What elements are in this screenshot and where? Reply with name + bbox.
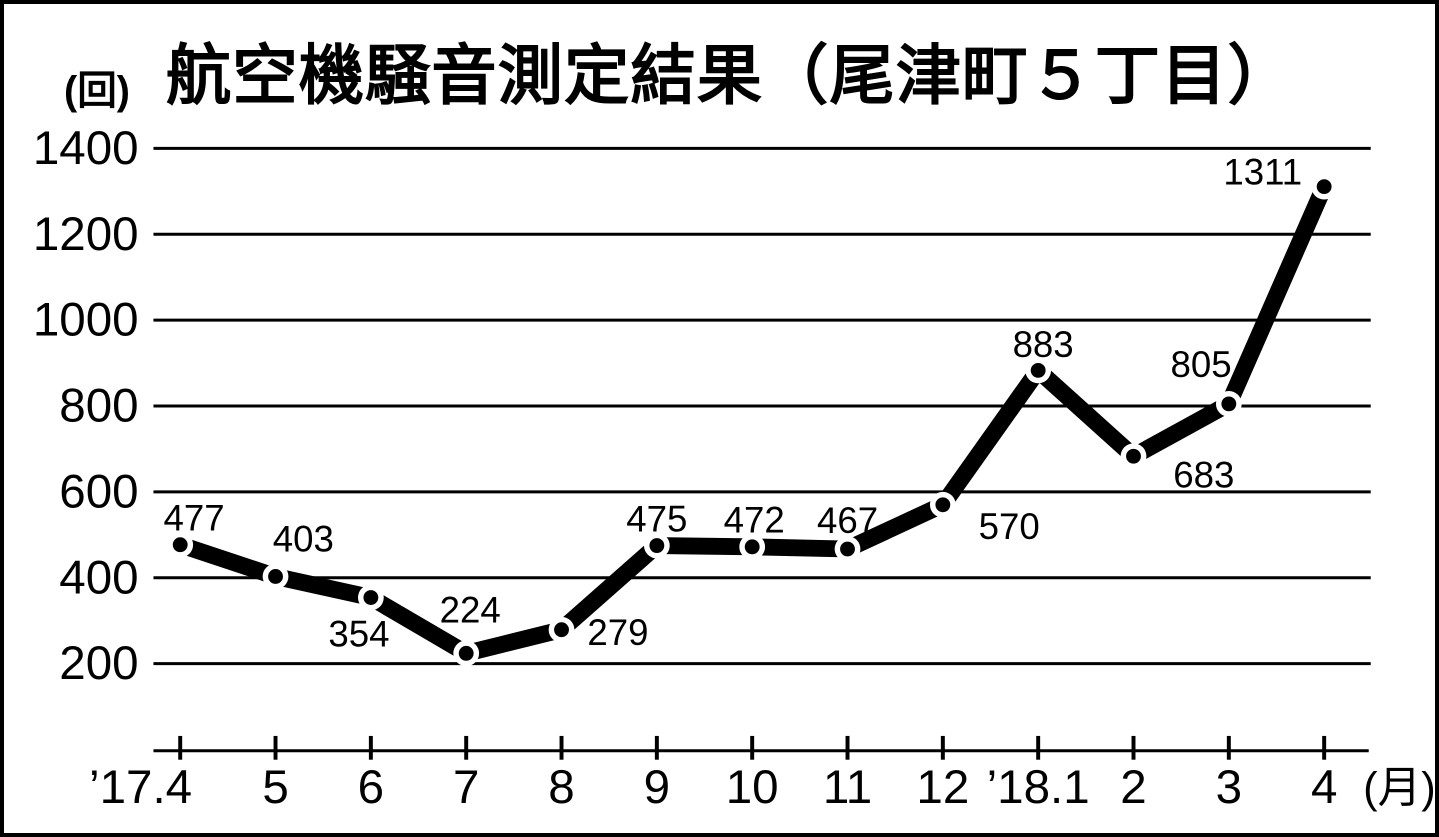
line-chart: 航空機騒音測定結果（尾津町５丁目） (回) 200 400 600 800 1000 12… <box>33 39 1435 814</box>
x-axis-tick-label: 11 <box>823 761 872 814</box>
x-axis-unit-label: (月) <box>1363 764 1435 812</box>
data-label: 224 <box>440 589 501 630</box>
data-point-dot <box>840 541 855 557</box>
line-series-group <box>167 173 1338 667</box>
data-label: 683 <box>1173 455 1234 496</box>
data-label: 883 <box>1013 324 1074 365</box>
y-axis-tick-label: 1200 <box>33 208 139 261</box>
data-point-dot <box>1221 396 1237 412</box>
data-label: 1311 <box>1223 151 1302 192</box>
data-point-dot <box>1126 448 1141 464</box>
data-point-dot <box>1316 179 1332 195</box>
x-axis-group: ’17.4 5 6 7 8 9 10 11 12 ’18.1 2 3 4 <box>89 735 1369 814</box>
data-point-dot <box>458 645 474 661</box>
x-axis-tick-label: 8 <box>548 761 574 814</box>
y-axis-unit-label: (回) <box>64 69 130 113</box>
data-label: 570 <box>979 506 1040 547</box>
x-axis-tick-label: 4 <box>1311 761 1337 814</box>
data-labels-group: 477 403 354 224 279 475 472 467 570 883 683 805 1311 <box>164 151 1303 654</box>
x-axis-tick-label: 9 <box>644 761 670 814</box>
y-axis-tick-label: 1400 <box>33 122 139 175</box>
data-label: 805 <box>1171 344 1232 385</box>
y-axis-tick-label: 800 <box>59 380 138 433</box>
x-axis-tick-label: 7 <box>453 761 479 814</box>
x-axis-tick-label: 3 <box>1216 761 1242 814</box>
series-line <box>171 178 1333 662</box>
data-point-dot <box>1030 362 1046 378</box>
y-axis-labels-group: 200 400 600 800 1000 1200 1400 <box>33 122 139 690</box>
data-label: 475 <box>626 498 687 539</box>
data-point-dot <box>935 497 951 513</box>
data-label: 467 <box>817 500 878 541</box>
x-axis-tick-label: 2 <box>1120 761 1146 814</box>
data-point-dot <box>268 569 283 584</box>
x-axis-tick-label: ’17.4 <box>89 761 192 814</box>
chart-title: 航空機騒音測定結果（尾津町５丁目） <box>166 39 1294 112</box>
data-point-dot <box>363 590 379 605</box>
data-label: 477 <box>164 497 225 538</box>
x-axis-tick-label: 5 <box>262 761 288 814</box>
y-axis-tick-label: 200 <box>59 637 138 690</box>
y-axis-tick-label: 600 <box>59 465 138 518</box>
x-axis-tick-label: ’18.1 <box>987 761 1090 814</box>
data-label: 472 <box>724 500 785 541</box>
data-point-dot <box>554 622 569 638</box>
gridlines-group <box>153 146 1371 666</box>
data-label: 403 <box>273 518 334 559</box>
data-point-dot <box>649 538 665 553</box>
y-axis-tick-label: 1000 <box>33 294 139 347</box>
x-axis-tick-label: 10 <box>726 761 779 814</box>
data-point-dot <box>172 537 188 553</box>
data-label: 354 <box>328 614 389 655</box>
data-point-dot <box>744 539 760 555</box>
x-axis-tick-label: 6 <box>358 761 384 814</box>
data-label: 279 <box>587 612 648 653</box>
y-axis-tick-label: 400 <box>59 551 138 604</box>
x-axis-tick-label: 12 <box>916 761 969 814</box>
